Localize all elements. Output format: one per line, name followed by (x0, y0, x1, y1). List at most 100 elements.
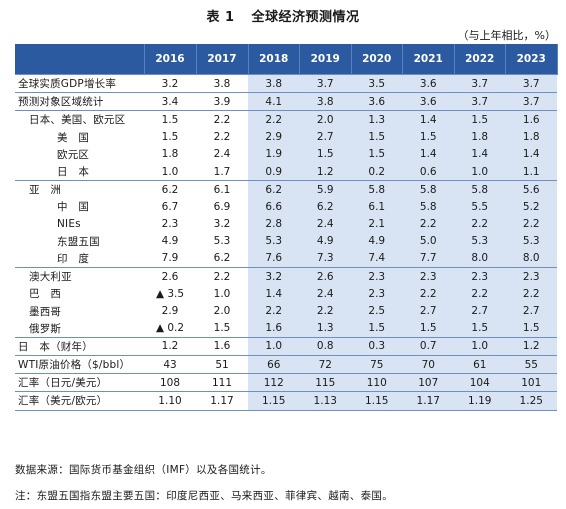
table-cell: 1.0 (248, 336, 300, 356)
table-cell: 2.4 (299, 285, 351, 303)
row-label-text: 亚 洲 (29, 184, 62, 197)
row-label-text: 美 国 (57, 131, 90, 144)
table-cell: 1.5 (454, 319, 506, 338)
table-row: 中 国 6.7 6.9 6.6 6.2 6.1 5.8 5.5 5.2 (15, 198, 557, 216)
table-row: 全球实质GDP增长率 3.2 3.8 3.8 3.7 3.5 3.6 3.7 3.7 (15, 73, 557, 93)
table-title: 表 1 全球经济预测情况 (0, 6, 566, 25)
row-label: NIEs (15, 216, 144, 233)
table-cell: 1.8 (505, 128, 557, 146)
table-cell: 2.9 (248, 128, 300, 146)
table-cell: 2.8 (248, 215, 300, 233)
table-cell: 2.3 (351, 267, 403, 286)
table-cell: 1.6 (196, 336, 248, 356)
row-label-text: 预测对象区域统计 (18, 96, 104, 109)
table-cell: 6.7 (161, 200, 179, 213)
table-cell: 6.2 (248, 180, 300, 199)
table-cell: 2.4 (299, 215, 351, 233)
table-cell: 1.5 (299, 145, 351, 163)
table-cell: 5.0 (402, 232, 454, 250)
column-header: 2018 (248, 44, 300, 75)
table-cell: 2.3 (161, 218, 179, 231)
table-cell: 75 (351, 354, 403, 374)
table-cell: 101 (505, 373, 557, 392)
row-label: 俄罗斯 (15, 320, 144, 338)
row-label-text: 俄罗斯 (29, 322, 62, 335)
table-cell: 6.2 (213, 252, 231, 265)
table-cell: 1.4 (454, 145, 506, 163)
table-cell: 1.17 (402, 391, 454, 411)
table-cell: 70 (402, 354, 454, 374)
row-label: 亚 洲 (15, 180, 144, 199)
row-label-text: 汇率（日元/美元） (18, 377, 108, 390)
table-cell: 5.2 (505, 198, 557, 216)
table-cell: 3.6 (402, 73, 454, 93)
table-cell: 3.4 (144, 92, 196, 111)
table-cell: 2.7 (402, 302, 454, 320)
table-body: 全球实质GDP增长率 3.2 3.8 3.8 3.7 3.5 3.6 3.7 3.7 预测对象区域… (15, 73, 557, 411)
row-label: 美 国 (15, 129, 144, 146)
table-cell: 115 (299, 373, 351, 392)
column-header: 2019 (299, 44, 352, 75)
table-cell: 3.7 (299, 73, 351, 93)
table-cell: 3.2 (213, 218, 231, 231)
table-cell: 2.7 (454, 302, 506, 320)
table-cell: 104 (454, 373, 506, 392)
table-cell: 1.5 (454, 110, 506, 129)
table-row: NIEs 2.3 3.2 2.8 2.4 2.1 2.2 2.2 2.2 (15, 215, 557, 233)
table-cell: 7.6 (248, 249, 300, 268)
table-cell: 2.4 (213, 148, 231, 161)
table-row: 日本、美国、欧元区 1.5 2.2 2.2 2.0 1.3 1.4 1.5 1.6 (15, 110, 557, 129)
table-cell: 1.5 (351, 145, 403, 163)
table-cell: 2.9 (161, 305, 179, 318)
table-cell: 2.2 (505, 215, 557, 233)
column-header: 2020 (351, 44, 403, 75)
table-cell: 0.7 (402, 336, 454, 356)
table-cell: 1.5 (351, 128, 403, 146)
row-label-text: 欧元区 (57, 148, 90, 161)
table-cell: 1.3 (299, 319, 351, 338)
table-row: 汇率（日元/美元） 108 111 112 115 110 107 104 101 (15, 373, 557, 392)
table-cell: 0.6 (402, 162, 454, 181)
table-cell: 1.6 (505, 110, 557, 129)
table-cell: 1.15 (248, 391, 300, 411)
table-cell: 3.5 (351, 73, 403, 93)
table-cell: ▲ 3.5 (155, 287, 185, 300)
table-cell: 2.0 (299, 110, 351, 129)
row-label: 印 度 (15, 250, 144, 268)
column-header: 2017 (196, 44, 249, 75)
table-row: 日 本（财年） 1.2 1.6 1.0 0.8 0.3 0.7 1.0 1.2 (15, 336, 557, 356)
table-row: 俄罗斯 ▲ 0.2 1.5 1.6 1.3 1.5 1.5 1.5 1.5 (15, 319, 557, 338)
row-label: 澳大利亚 (15, 267, 144, 286)
row-label: 日 本 (15, 163, 144, 181)
table-number: 表 1 (206, 10, 235, 25)
row-label-text: 东盟五国 (57, 235, 100, 248)
table-cell: 61 (454, 354, 506, 374)
row-label-text: 中 国 (57, 201, 90, 214)
table-cell: 1.15 (351, 391, 403, 411)
table-cell: 5.5 (454, 198, 506, 216)
table-cell: 2.2 (248, 110, 300, 129)
table-cell: 1.0 (213, 287, 231, 300)
table-cell: 1.7 (213, 165, 231, 178)
table-cell: 1.2 (299, 162, 351, 181)
column-header: 2016 (144, 44, 197, 75)
row-label-text: 日 本（财年） (18, 340, 93, 353)
table-cell: 112 (248, 373, 300, 392)
unit-note: （与上年相比，%） (457, 29, 556, 42)
row-label: 中 国 (15, 198, 144, 215)
table-cell: 4.1 (248, 92, 300, 111)
table-cell: 3.7 (505, 92, 557, 111)
table-cell: 3.6 (402, 92, 454, 111)
column-header: 2021 (402, 44, 455, 75)
table-cell: 2.2 (454, 215, 506, 233)
table-cell: 1.0 (454, 162, 506, 181)
row-label-text: 汇率（美元/欧元） (18, 395, 108, 408)
table-row: 预测对象区域统计 3.4 3.9 4.1 3.8 3.6 3.6 3.7 3.7 (15, 92, 557, 111)
table-cell: 1.8 (161, 148, 179, 161)
row-label-text: NIEs (57, 218, 81, 231)
row-label: 墨西哥 (15, 302, 144, 319)
table-cell: 2.0 (213, 305, 231, 318)
table-cell: 5.3 (454, 232, 506, 250)
table-cell: 5.9 (299, 180, 351, 199)
table-cell: 6.9 (213, 200, 231, 213)
